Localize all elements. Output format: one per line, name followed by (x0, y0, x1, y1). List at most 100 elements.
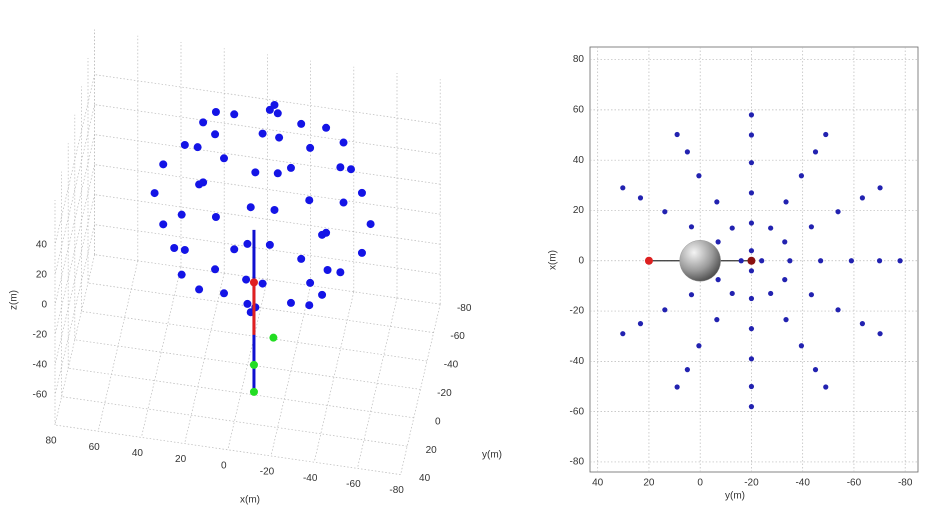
point (305, 301, 314, 310)
point (684, 149, 690, 155)
point (748, 190, 755, 196)
point (199, 178, 208, 187)
point (696, 173, 702, 179)
point (876, 258, 883, 264)
point (783, 317, 789, 323)
z-tick-label: 0 (41, 300, 47, 311)
point (211, 107, 220, 116)
y-tick-label: -60 (450, 331, 465, 342)
x-tick-label: 0 (221, 460, 227, 471)
point (637, 321, 644, 327)
grid-line (313, 291, 355, 463)
point (818, 258, 824, 264)
y-tick-label: -60 (570, 406, 585, 417)
point (812, 149, 819, 155)
x-tick-label: -40 (795, 478, 810, 489)
z-tick-label: -60 (33, 390, 48, 401)
point (808, 224, 815, 230)
x-tick-label: 80 (45, 436, 57, 447)
point (748, 356, 755, 362)
point (748, 326, 755, 332)
point (170, 244, 179, 253)
point (688, 292, 695, 298)
x-tick-label: -80 (389, 485, 404, 496)
point (787, 258, 793, 264)
point (859, 321, 865, 327)
grid-line (54, 134, 95, 306)
point (897, 258, 903, 264)
point (748, 383, 755, 390)
y-tick-label: -80 (570, 457, 585, 468)
point (783, 199, 789, 205)
grid-line (68, 367, 414, 419)
x-tick-label: -40 (303, 473, 318, 484)
grid-line (94, 224, 441, 275)
point (835, 209, 841, 215)
point (714, 199, 720, 205)
y-tick-label: 20 (573, 205, 585, 216)
point (297, 119, 306, 128)
point (242, 275, 251, 284)
point (180, 245, 189, 254)
grid-line (357, 297, 398, 469)
point (674, 384, 680, 390)
point (273, 109, 282, 118)
point (688, 224, 695, 230)
point (159, 160, 168, 169)
z-tick-label: 20 (36, 270, 48, 281)
point (251, 168, 260, 177)
point (265, 240, 274, 249)
point (220, 289, 229, 298)
point (195, 285, 204, 294)
point (193, 143, 202, 152)
point (823, 384, 829, 390)
point (336, 268, 345, 277)
point (620, 185, 626, 191)
point (835, 307, 841, 313)
grid-line (94, 254, 441, 305)
point (715, 239, 721, 245)
x-tick-label: -60 (346, 479, 361, 490)
point (748, 404, 755, 410)
x-tick-label: -20 (260, 467, 275, 478)
x-tick-label: -20 (744, 478, 759, 489)
y-tick-label: -20 (437, 388, 452, 399)
x-axis-label: y(m) (725, 491, 745, 502)
point (729, 290, 735, 297)
point (714, 317, 720, 323)
z-tick-label: -40 (33, 360, 48, 371)
z-axis-label: z(m) (9, 290, 20, 310)
grid-line (54, 74, 95, 246)
point (808, 292, 815, 298)
point (644, 256, 653, 265)
y-tick-label: 0 (435, 416, 441, 427)
obstacle (679, 240, 721, 282)
z-tick-label: -20 (33, 330, 48, 341)
point (620, 331, 626, 337)
point (318, 290, 327, 299)
point (305, 196, 314, 205)
point (823, 131, 829, 138)
point (258, 129, 267, 138)
point (177, 270, 186, 279)
x-tick-label: -80 (898, 478, 913, 489)
point (759, 258, 765, 264)
grid-line (94, 134, 441, 185)
point (877, 331, 883, 337)
x-tick-label: 20 (175, 454, 187, 465)
y-axis-label: y(m) (482, 450, 502, 461)
grid-line (141, 266, 182, 438)
point (662, 307, 668, 313)
point (684, 367, 690, 373)
grid-line (81, 311, 428, 362)
point (269, 333, 278, 342)
point (243, 299, 252, 308)
point (366, 220, 375, 229)
grid-line (227, 279, 268, 450)
y-axis-label: x(m) (548, 250, 559, 270)
point (297, 254, 306, 263)
point (159, 220, 168, 229)
grid-line (54, 164, 95, 336)
